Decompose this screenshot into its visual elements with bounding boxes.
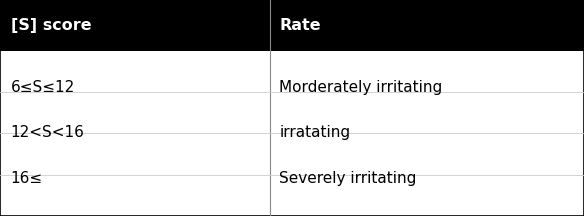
Text: Severely irritating: Severely irritating bbox=[279, 171, 416, 186]
Text: 6≤S≤12: 6≤S≤12 bbox=[11, 80, 75, 95]
Text: Slightly irritating: Slightly irritating bbox=[279, 35, 407, 50]
Text: irratating: irratating bbox=[279, 125, 350, 140]
Text: Rate: Rate bbox=[279, 18, 321, 33]
Text: Morderately irritating: Morderately irritating bbox=[279, 80, 443, 95]
Bar bbox=[0, 0, 584, 51]
Text: <6: <6 bbox=[11, 35, 33, 50]
Text: [S] score: [S] score bbox=[11, 18, 91, 33]
Text: 12<S<16: 12<S<16 bbox=[11, 125, 84, 140]
Text: 16≤: 16≤ bbox=[11, 171, 43, 186]
